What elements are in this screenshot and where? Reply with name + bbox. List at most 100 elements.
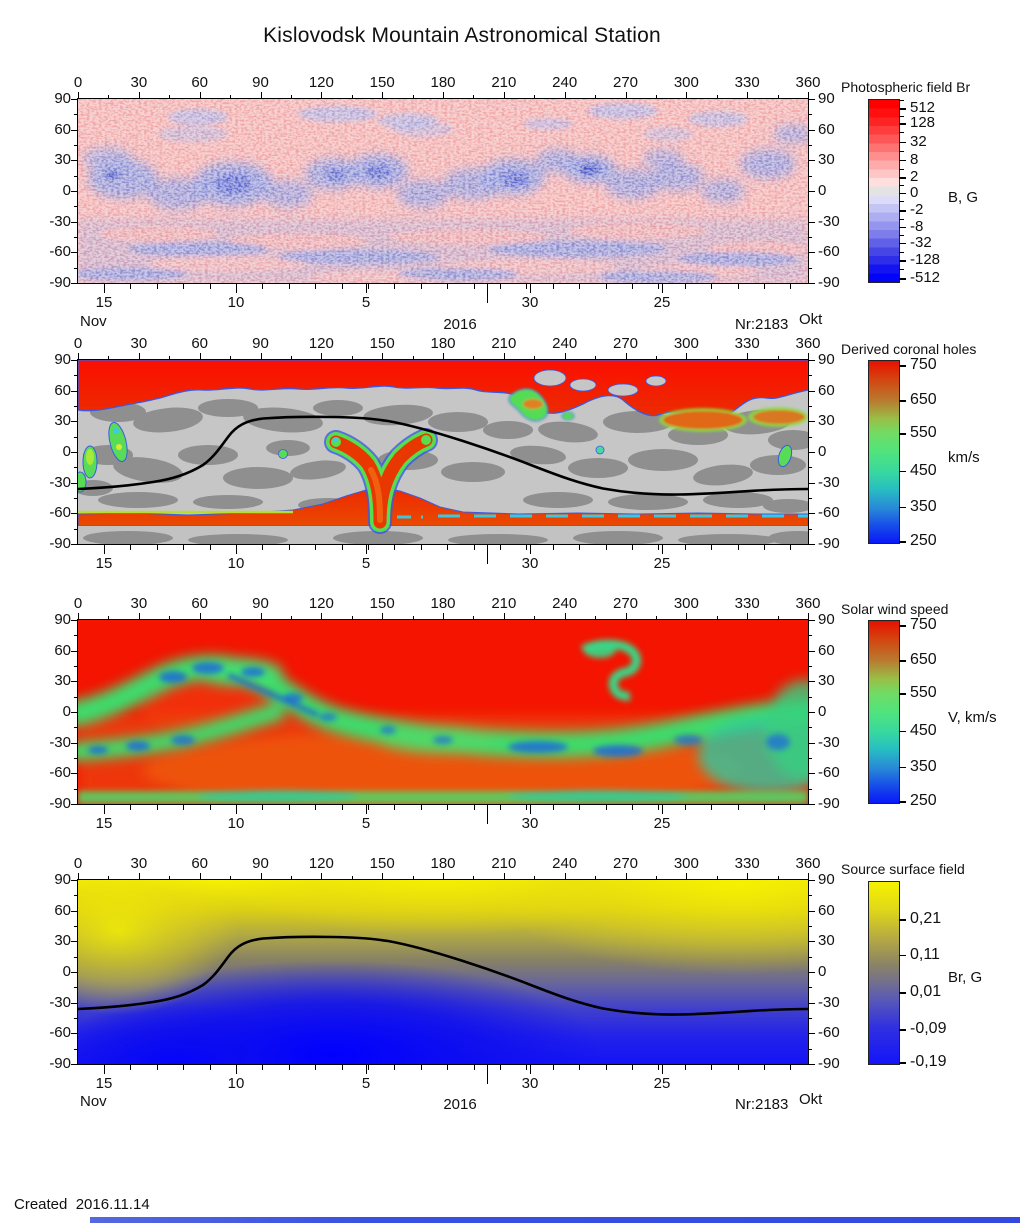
lat-tick-label-left: -90 [49,795,71,812]
lat-tick-label-right: 90 [818,871,835,888]
date-day-tick [288,805,290,810]
lat-minor-tick-left [74,145,78,146]
lon-tick-label: 60 [191,335,208,352]
date-day-tick [288,545,290,550]
date-tick-label: 15 [95,294,113,311]
date-day-tick [605,284,607,289]
colorbar-minor-tick [899,251,904,253]
colorbar-tick-label: 0,01 [910,983,942,1001]
lat-major-tick-left [71,513,78,515]
date-day-tick [209,545,211,550]
lon-major-tick [686,613,688,620]
date-day-tick [579,805,581,810]
lat-tick-label-left: 30 [54,151,71,169]
colorbar-tick [899,123,906,125]
lon-minor-tick [412,95,414,99]
lat-major-tick-left [71,221,78,223]
lat-major-tick-right [808,252,815,254]
lon-major-tick [138,873,140,880]
lat-major-tick-left [71,283,78,284]
date-major-tick [530,284,531,293]
date-tick-label: 5 [361,1075,371,1092]
date-tick-label: 10 [227,815,245,832]
lat-minor-tick-left [74,987,78,989]
rotation-number-p1: Nr:2183 [735,316,789,333]
lon-tick-label: 330 [734,855,760,872]
lat-major-tick-right [808,160,815,162]
lon-major-tick [321,873,323,880]
colorbar-tick [899,470,906,473]
date-day-tick [790,284,792,289]
lon-minor-tick [169,356,171,360]
lon-major-tick [747,92,749,99]
source-surface-unit-label: Br, G [948,969,983,986]
lat-tick-label-left: 30 [54,932,71,950]
lat-major-tick-left [71,1002,78,1004]
lon-major-tick [625,613,627,620]
colorbar-minor-tick [899,218,904,220]
colorbar-minor-tick [899,234,904,236]
lat-minor-tick-right [808,267,812,269]
lon-tick-label: 120 [308,855,334,872]
lat-minor-tick-left [74,267,78,269]
lon-major-tick [260,353,262,360]
lat-minor-tick-left [74,175,78,177]
date-tick-label: 30 [521,1075,539,1092]
lon-minor-tick [351,876,353,880]
lon-tick-label: 90 [252,855,269,872]
date-day-tick [552,545,554,550]
colorbar-tick-label: -512 [910,269,941,287]
date-major-tick [104,805,105,814]
lon-minor-tick [473,95,475,99]
date-tick-label: 5 [361,555,371,572]
lon-major-tick [625,353,627,360]
lon-tick-label: 180 [430,855,456,872]
date-tick-label: 10 [227,294,245,311]
lat-major-tick-left [71,191,78,192]
date-day-tick [183,284,185,289]
year-label-p4: 2016 [443,1096,477,1113]
date-day-tick [156,545,158,550]
date-major-tick [662,1065,663,1074]
date-day-tick [737,545,739,550]
lon-minor-tick [777,356,779,360]
lon-major-tick [382,353,384,360]
date-day-tick [183,805,185,810]
lat-major-tick-right [808,191,815,192]
lon-major-tick [138,613,140,620]
date-major-tick [530,545,531,554]
lon-major-tick [321,92,323,99]
date-day-tick [473,545,475,550]
lat-major-tick-right [808,712,815,713]
lat-major-tick-right [808,804,815,805]
lon-major-tick [199,873,201,880]
date-day-tick [447,1065,449,1070]
lon-tick-label: 240 [552,595,578,612]
lon-major-tick [686,353,688,360]
lat-minor-tick-right [808,1048,812,1050]
date-day-tick [579,284,581,289]
date-major-tick [662,284,663,293]
lon-minor-tick [290,876,292,880]
lon-minor-tick [655,876,657,880]
date-day-tick [605,805,607,810]
lon-major-tick [503,353,505,360]
date-day-tick [368,1065,369,1070]
source-surface-colorbar [868,881,900,1065]
date-day-tick [183,545,185,550]
date-day-tick [737,805,739,810]
lon-tick-label: 120 [308,595,334,612]
lat-tick-label-left: 60 [54,901,71,919]
lat-minor-tick-left [74,498,78,499]
lon-minor-tick [777,95,779,99]
lon-major-tick [808,92,809,99]
lat-minor-tick-left [74,758,78,759]
lat-major-tick-right [808,650,815,652]
date-day-tick [500,545,501,550]
date-day-tick [579,1065,581,1070]
date-day-tick [447,284,449,289]
lat-tick-label-left: 0 [62,182,71,199]
colorbar-tick [899,159,906,162]
colorbar-tick-label: 512 [910,99,936,117]
lon-minor-tick [230,95,232,99]
